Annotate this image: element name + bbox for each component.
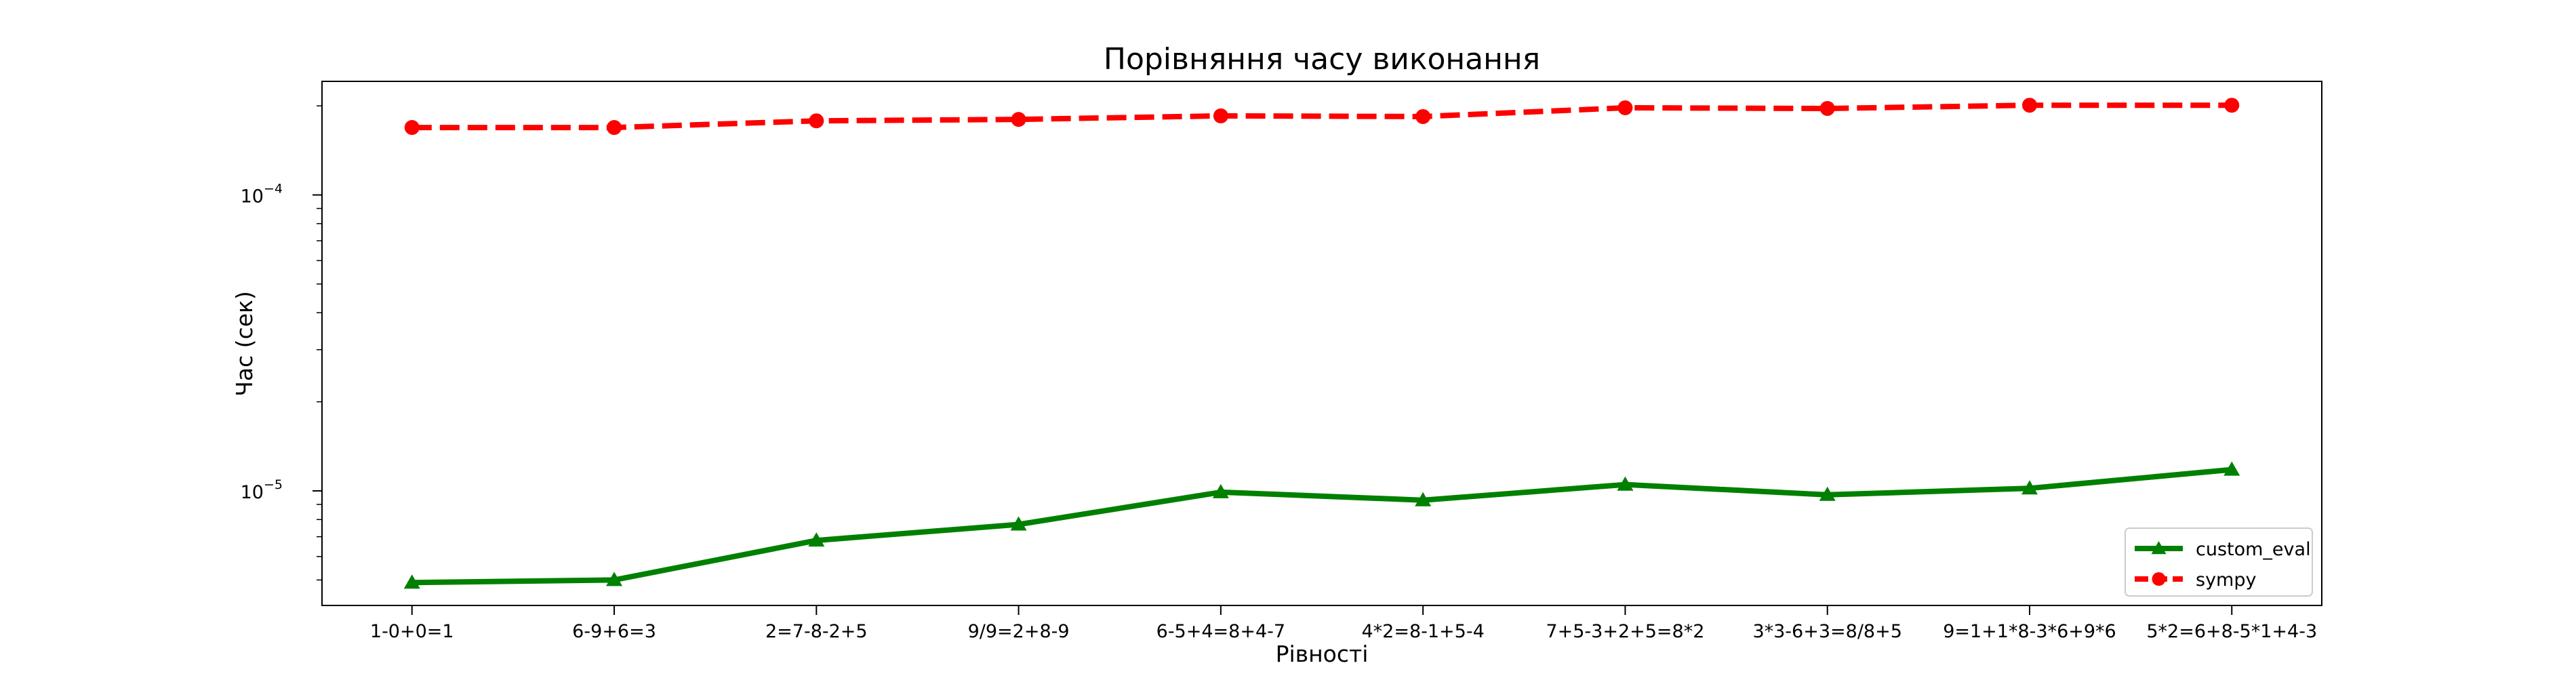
data-point-sympy — [1213, 108, 1228, 123]
x-tick-label: 6-9+6=3 — [572, 621, 656, 642]
x-tick-label: 5*2=6+8-5*1+4-3 — [2146, 621, 2317, 642]
data-point-custom_eval — [1212, 483, 1229, 498]
data-point-custom_eval — [1415, 492, 1432, 506]
x-tick-label: 9/9=2+8-9 — [968, 621, 1070, 642]
data-point-custom_eval — [1819, 486, 1836, 501]
series-sympy — [404, 98, 2240, 136]
x-tick-label: 6-5+4=8+4-7 — [1156, 621, 1285, 642]
plot-area-frame — [321, 81, 2322, 606]
data-point-sympy — [607, 120, 622, 136]
x-tick-label: 7+5-3+2+5=8*2 — [1546, 621, 1704, 642]
data-point-sympy — [1415, 108, 1431, 124]
series-line-sympy — [411, 102, 2232, 131]
data-point-sympy — [1617, 100, 1633, 115]
x-tick-label: 2=7-8-2+5 — [765, 621, 868, 642]
legend-marker-sympy — [2152, 572, 2166, 586]
y-tick-label: 10−5 — [241, 477, 283, 503]
data-point-sympy — [1819, 100, 1835, 116]
data-point-custom_eval — [1010, 516, 1027, 531]
data-point-custom_eval — [2021, 480, 2038, 495]
data-point-custom_eval — [808, 532, 825, 547]
data-point-sympy — [809, 113, 824, 129]
y-tick-label: 10−4 — [241, 182, 283, 207]
series-custom_eval — [403, 461, 2240, 589]
x-tick-label: 4*2=8-1+5-4 — [1361, 621, 1484, 642]
data-point-custom_eval — [2223, 461, 2240, 476]
x-tick-label: 9=1+1*8-3*6+9*6 — [1943, 621, 2116, 642]
data-point-sympy — [2224, 98, 2240, 113]
x-axis-title: Рівності — [1276, 641, 1369, 667]
legend-box — [2125, 527, 2313, 597]
legend-label-sympy: sympy — [2196, 570, 2256, 591]
series-line-custom_eval — [411, 466, 2232, 586]
series-layer — [403, 98, 2240, 589]
data-point-custom_eval — [606, 572, 623, 586]
x-tick-label: 1-0+0=1 — [370, 621, 454, 642]
y-tick-base: 10 — [241, 482, 264, 503]
data-point-sympy — [1011, 112, 1026, 127]
data-point-sympy — [2021, 98, 2037, 113]
x-axis-ticks: 1-0+0=1 6-9+6=3 2=7-8-2+5 9/9=2+8-9 6-5+4=8+… — [370, 605, 2317, 642]
legend-marker-custom_eval — [2151, 541, 2167, 555]
legend-label-custom_eval: custom_eval — [2196, 539, 2311, 560]
y-axis-ticks: 10−510−4 — [241, 105, 322, 581]
data-point-custom_eval — [1617, 476, 1634, 491]
chart-title: Порівняння часу виконання — [1104, 42, 1540, 77]
data-point-sympy — [404, 120, 420, 136]
data-point-custom_eval — [403, 574, 420, 589]
y-axis-title: Час (сек) — [231, 291, 258, 397]
y-tick-exponent: −5 — [264, 477, 283, 492]
x-tick-label: 3*3-6+3=8/8+5 — [1752, 621, 1901, 642]
y-tick-base: 10 — [241, 186, 264, 207]
y-tick-exponent: −4 — [264, 182, 283, 197]
